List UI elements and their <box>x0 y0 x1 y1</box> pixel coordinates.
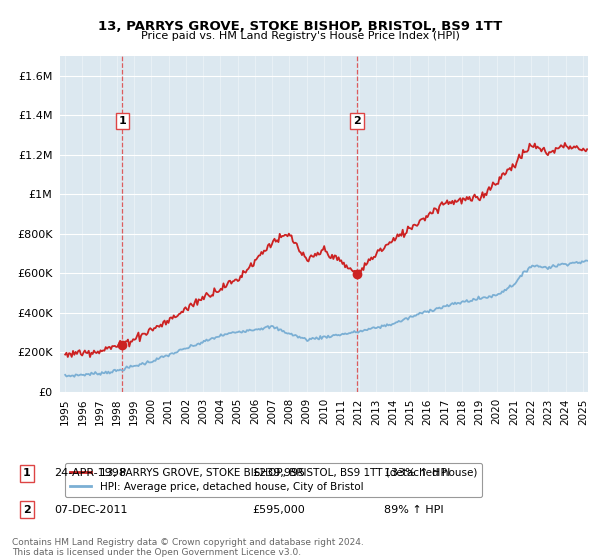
Text: Contains HM Land Registry data © Crown copyright and database right 2024.
This d: Contains HM Land Registry data © Crown c… <box>12 538 364 557</box>
Text: Price paid vs. HM Land Registry's House Price Index (HPI): Price paid vs. HM Land Registry's House … <box>140 31 460 41</box>
Text: £595,000: £595,000 <box>252 505 305 515</box>
Text: 1: 1 <box>118 116 126 126</box>
Text: 13, PARRYS GROVE, STOKE BISHOP, BRISTOL, BS9 1TT: 13, PARRYS GROVE, STOKE BISHOP, BRISTOL,… <box>98 20 502 32</box>
Text: 2: 2 <box>353 116 361 126</box>
Legend: 13, PARRYS GROVE, STOKE BISHOP, BRISTOL, BS9 1TT (detached house), HPI: Average : 13, PARRYS GROVE, STOKE BISHOP, BRISTOL,… <box>65 463 482 497</box>
Text: 24-APR-1998: 24-APR-1998 <box>54 468 126 478</box>
Text: 89% ↑ HPI: 89% ↑ HPI <box>384 505 443 515</box>
Text: 1: 1 <box>23 468 31 478</box>
Text: 2: 2 <box>23 505 31 515</box>
Text: 133% ↑ HPI: 133% ↑ HPI <box>384 468 451 478</box>
Text: 07-DEC-2011: 07-DEC-2011 <box>54 505 128 515</box>
Text: £239,995: £239,995 <box>252 468 305 478</box>
